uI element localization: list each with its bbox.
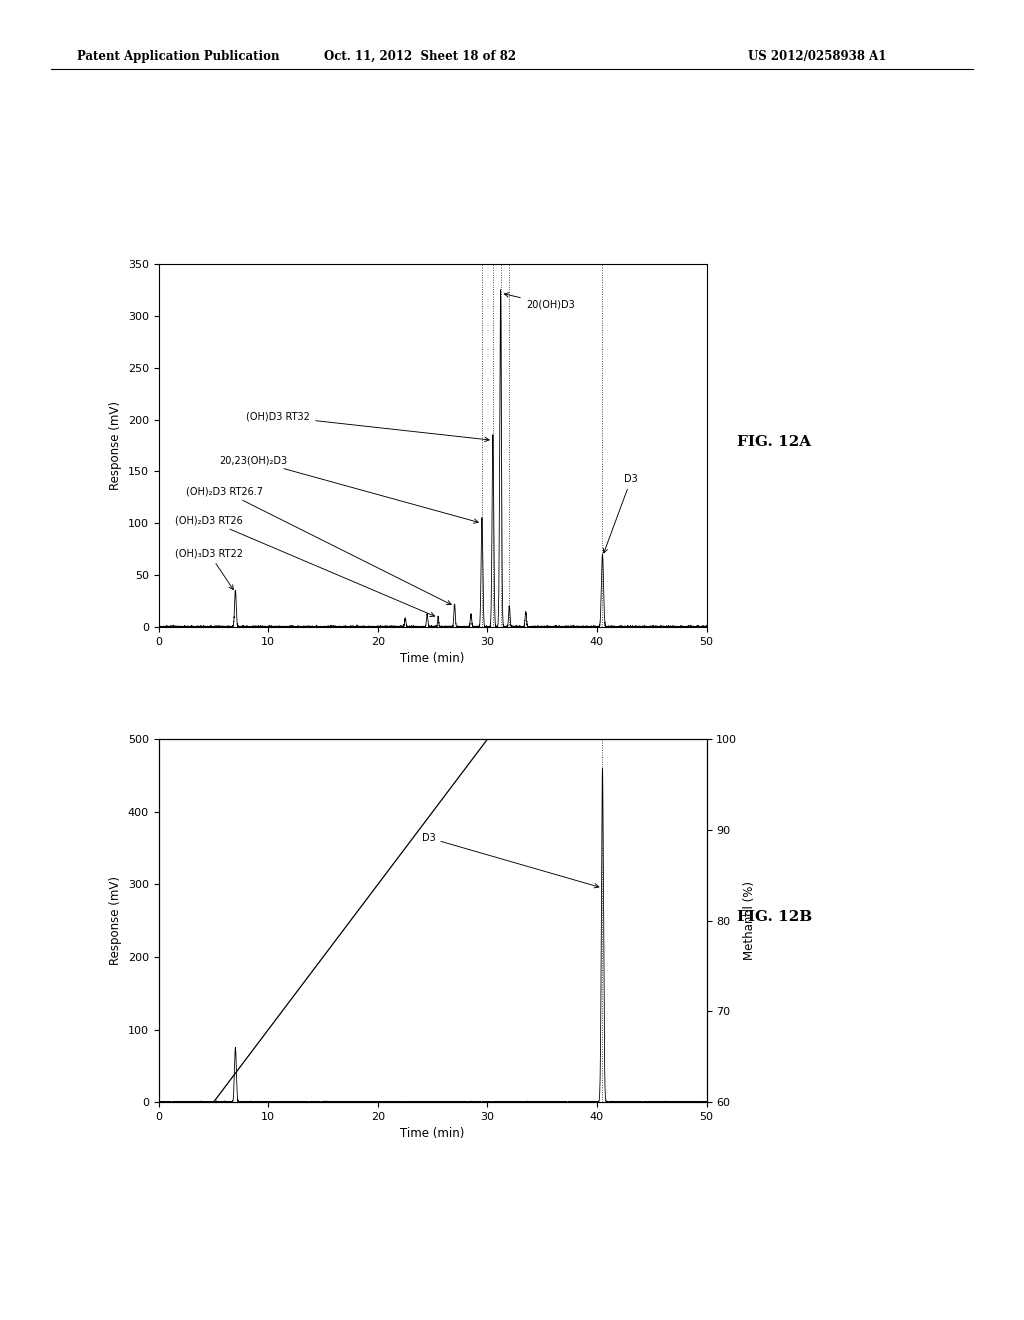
Text: Patent Application Publication: Patent Application Publication [77, 50, 280, 63]
Text: US 2012/0258938 A1: US 2012/0258938 A1 [748, 50, 886, 63]
Text: (OH)₃D3 RT22: (OH)₃D3 RT22 [175, 549, 243, 590]
Text: 20(OH)D3: 20(OH)D3 [504, 293, 574, 310]
X-axis label: Time (min): Time (min) [400, 1127, 465, 1140]
Text: D3: D3 [603, 474, 638, 553]
Text: D3: D3 [422, 833, 599, 888]
X-axis label: Time (min): Time (min) [400, 652, 465, 665]
Text: (OH)D3 RT32: (OH)D3 RT32 [247, 412, 489, 442]
Text: Oct. 11, 2012  Sheet 18 of 82: Oct. 11, 2012 Sheet 18 of 82 [324, 50, 516, 63]
Y-axis label: Response (mV): Response (mV) [110, 876, 122, 965]
Y-axis label: Methanol (%): Methanol (%) [742, 882, 756, 960]
Y-axis label: Response (mV): Response (mV) [110, 401, 122, 490]
Text: (OH)₂D3 RT26.7: (OH)₂D3 RT26.7 [186, 486, 452, 605]
Text: FIG. 12A: FIG. 12A [737, 436, 811, 449]
Text: (OH)₂D3 RT26: (OH)₂D3 RT26 [175, 515, 434, 616]
Text: 20,23(OH)₂D3: 20,23(OH)₂D3 [219, 455, 478, 523]
Text: FIG. 12B: FIG. 12B [737, 911, 812, 924]
